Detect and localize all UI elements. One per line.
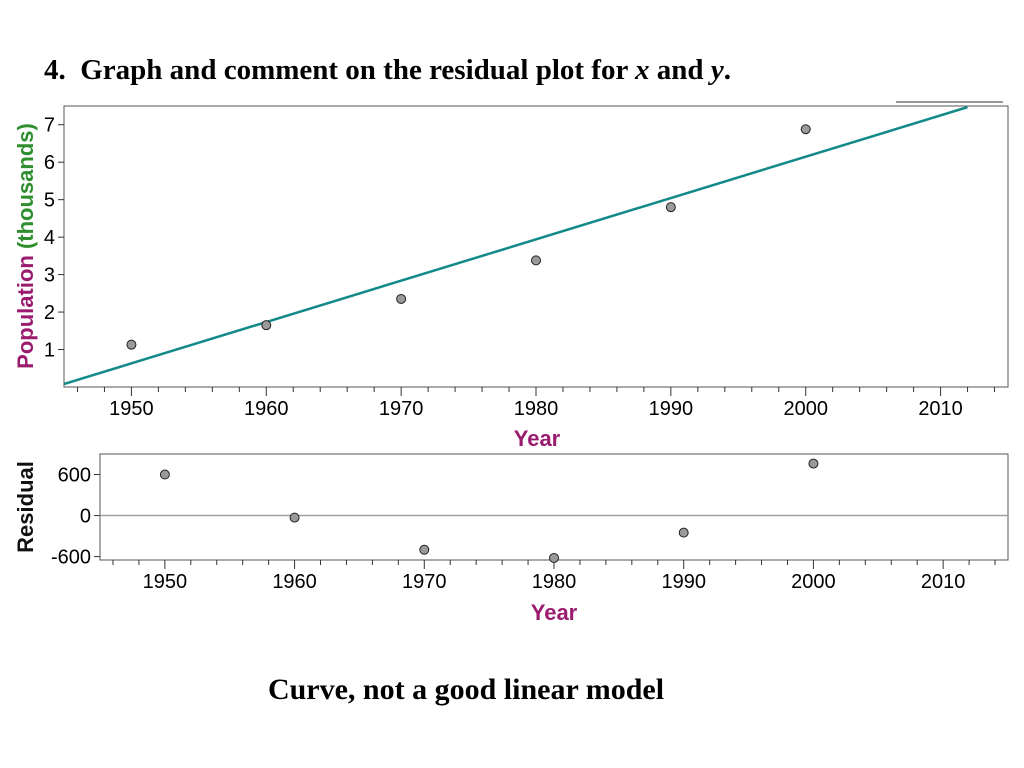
- population-y-tick-label: 1: [44, 340, 55, 362]
- residual-x-axis-title: Year: [531, 600, 578, 625]
- residual-x-tick-label: 1990: [661, 571, 706, 593]
- population-x-tick-label: 1970: [379, 398, 424, 420]
- residual-y-axis-title: Residual: [13, 461, 38, 553]
- population-data-point: [396, 293, 407, 304]
- population-scatter-chart: Year Population (thousands) 1950 1960 1970…: [13, 105, 1009, 451]
- residual-plot-frame: [99, 453, 1009, 561]
- population-plot-frame: [63, 105, 1009, 388]
- question-and: and: [656, 54, 704, 86]
- residual-x-tick-label: 1950: [143, 571, 188, 593]
- question-number: 4.: [44, 54, 66, 86]
- variable-y: y: [710, 54, 724, 86]
- population-data-point: [800, 124, 811, 135]
- population-y-tick-label: 3: [44, 265, 55, 287]
- population-y-tick-label: 7: [44, 115, 55, 137]
- population-regression-line: [63, 105, 968, 386]
- residual-data-point: [808, 458, 819, 469]
- residual-scatter-chart: Year Residual 1950 1960 1970 1980 1990 2000 20…: [13, 453, 1009, 625]
- residual-x-tick-label: 2010: [921, 571, 966, 593]
- residual-x-tick-label: 1960: [272, 571, 317, 593]
- population-y-axis-title-main: Population: [13, 255, 38, 369]
- residual-y-tick-label: -600: [51, 547, 91, 569]
- population-x-tick-label: 2010: [918, 398, 963, 420]
- residual-x-tick-label: 2000: [791, 571, 836, 593]
- population-x-tick-label: 1990: [649, 398, 694, 420]
- population-y-axis-title: Population (thousands): [13, 123, 38, 369]
- population-y-tick-label: 5: [44, 190, 55, 212]
- population-y-tick-label: 2: [44, 302, 55, 324]
- population-y-tick-label: 4: [44, 227, 55, 249]
- population-x-tick-label: 1950: [109, 398, 154, 420]
- conclusion-text: Curve, not a good linear model: [267, 673, 665, 706]
- residual-data-point: [289, 512, 300, 523]
- population-data-point: [261, 320, 272, 331]
- population-data-point: [665, 202, 676, 213]
- residual-x-tick-label: 1980: [532, 571, 577, 593]
- variable-x: x: [635, 54, 650, 86]
- residual-y-tick-label: 0: [80, 506, 91, 528]
- residual-data-point: [419, 544, 430, 555]
- question-heading: 4. Graph and comment on the residual plo…: [44, 54, 731, 87]
- population-y-tick-label: 6: [44, 152, 55, 174]
- question-period: .: [723, 54, 731, 86]
- population-x-tick-label: 1980: [514, 398, 559, 420]
- population-x-axis-title: Year: [514, 426, 561, 451]
- residual-data-point: [549, 552, 559, 563]
- population-data-point: [531, 255, 541, 266]
- residual-y-tick-label: 600: [58, 465, 91, 487]
- population-y-axis-title-unit: (thousands): [13, 123, 38, 249]
- population-data-point: [126, 339, 137, 350]
- population-x-tick-label: 1960: [244, 398, 289, 420]
- question-text: Graph and comment on the residual plot f…: [80, 54, 628, 86]
- population-x-tick-label: 2000: [783, 398, 828, 420]
- residual-x-tick-label: 1970: [402, 571, 447, 593]
- residual-data-point: [678, 527, 689, 538]
- residual-data-point: [159, 469, 170, 480]
